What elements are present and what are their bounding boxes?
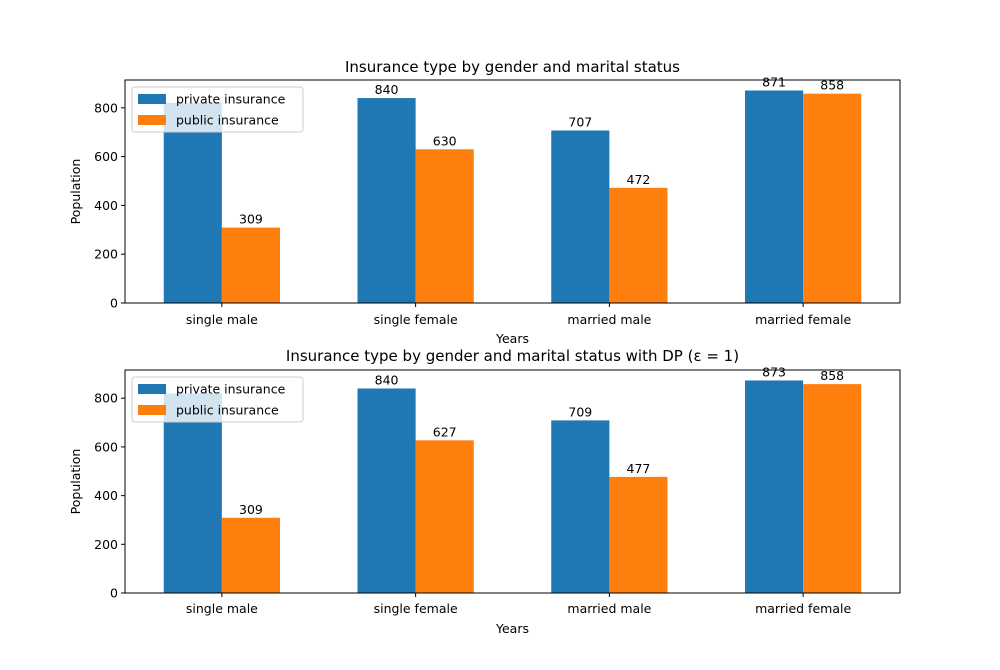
legend-swatch-private xyxy=(138,94,166,104)
bar-private-1 xyxy=(357,388,416,593)
y-tick-label: 0 xyxy=(110,296,118,311)
x-tick-label: single male xyxy=(186,601,258,616)
data-label: 630 xyxy=(433,133,457,148)
y-tick-label: 800 xyxy=(94,100,118,115)
legend-swatch-public xyxy=(138,405,166,415)
chart-title: Insurance type by gender and marital sta… xyxy=(345,58,680,76)
data-label: 309 xyxy=(239,502,263,517)
data-label: 709 xyxy=(568,404,592,419)
bar-private-2 xyxy=(551,130,610,303)
bar-public-3 xyxy=(803,384,862,593)
bar-public-2 xyxy=(609,476,668,593)
y-axis-label: Population xyxy=(68,159,83,225)
plot-frame xyxy=(124,369,901,594)
x-tick-label: single male xyxy=(186,312,258,327)
bar-public-3 xyxy=(803,93,862,303)
x-tick-label: single female xyxy=(374,312,458,327)
y-tick-label: 400 xyxy=(94,488,118,503)
bar-private-2 xyxy=(551,420,610,593)
y-tick-label: 0 xyxy=(110,586,118,601)
data-label: 627 xyxy=(433,424,457,439)
legend-label: public insurance xyxy=(176,113,279,128)
y-tick-label: 200 xyxy=(94,247,118,262)
bar-public-1 xyxy=(415,440,474,593)
y-tick-label: 600 xyxy=(94,149,118,164)
bar-private-0 xyxy=(163,102,222,303)
bar-public-0 xyxy=(221,517,280,593)
data-label: 309 xyxy=(239,212,263,227)
legend-swatch-public xyxy=(138,115,166,125)
x-tick-label: married male xyxy=(567,312,651,327)
data-label: 858 xyxy=(820,368,844,383)
x-axis-label: Years xyxy=(495,621,529,636)
y-tick-label: 200 xyxy=(94,537,118,552)
data-label: 477 xyxy=(627,461,651,476)
data-label: 840 xyxy=(375,373,399,388)
legend-label: public insurance xyxy=(176,403,279,418)
y-tick-label: 600 xyxy=(94,439,118,454)
data-label: 707 xyxy=(568,115,592,130)
x-axis-label: Years xyxy=(495,331,529,346)
legend-swatch-private xyxy=(138,384,166,394)
data-label: 858 xyxy=(820,78,844,93)
legend: private insurance public insurance xyxy=(131,86,304,133)
legend-label: private insurance xyxy=(176,92,286,107)
data-label: 472 xyxy=(627,172,651,187)
x-tick-label: married female xyxy=(755,312,851,327)
chart-title: Insurance type by gender and marital sta… xyxy=(286,347,739,365)
legend-label: private insurance xyxy=(176,382,286,397)
y-axis-label: Population xyxy=(68,449,83,515)
legend-box xyxy=(131,376,304,423)
bar-public-1 xyxy=(415,149,474,303)
y-tick-label: 800 xyxy=(94,391,118,406)
legend: private insurance public insurance xyxy=(131,376,304,423)
plot-frame xyxy=(124,79,901,304)
chart-bottom: Insurance type by gender and marital sta… xyxy=(68,347,901,636)
bar-private-0 xyxy=(163,393,222,593)
chart-top: Insurance type by gender and marital sta… xyxy=(68,58,901,346)
bar-private-3 xyxy=(745,90,804,304)
x-tick-label: married male xyxy=(567,601,651,616)
bar-private-1 xyxy=(357,98,416,303)
x-tick-label: single female xyxy=(374,601,458,616)
bar-public-0 xyxy=(221,227,280,303)
x-tick-label: married female xyxy=(755,601,851,616)
data-label: 871 xyxy=(762,74,786,89)
bar-private-3 xyxy=(745,380,804,593)
data-label: 840 xyxy=(375,82,399,97)
legend-box xyxy=(131,86,304,133)
bar-public-2 xyxy=(609,187,668,303)
data-label: 873 xyxy=(762,364,786,379)
y-tick-label: 400 xyxy=(94,198,118,213)
